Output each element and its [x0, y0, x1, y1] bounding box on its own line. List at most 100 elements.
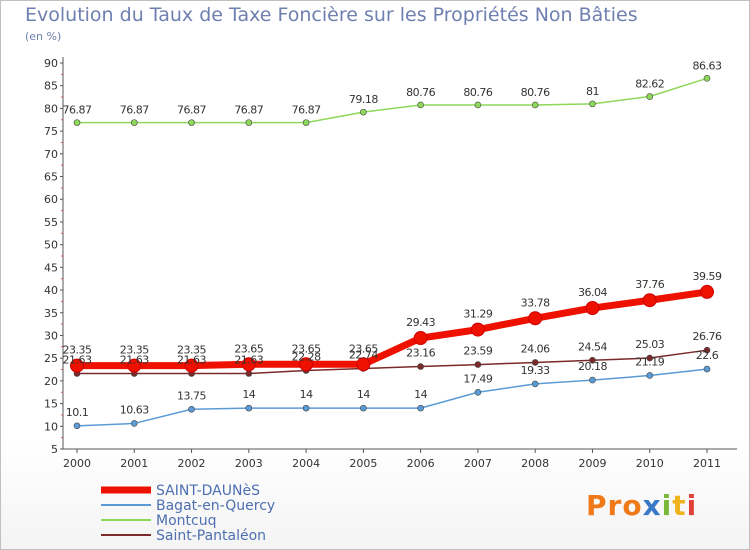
data-label-saint-pantal-on: 22.28: [292, 351, 321, 364]
data-point-montcuq: [531, 101, 539, 109]
data-label-bagat-en-quercy: 14: [300, 388, 313, 401]
data-label-saint-pantal-on: 21.63: [177, 353, 206, 366]
data-point-saint-pantal-on: [531, 359, 539, 366]
data-point-saint-daun-s: [127, 358, 142, 373]
data-point-montcuq: [646, 93, 654, 100]
data-point-saint-pantal-on: [474, 361, 482, 368]
data-label-saint-daun-s: 39.59: [693, 270, 722, 283]
x-tick-label: 2005: [349, 457, 377, 470]
y-tick-label: 30: [44, 329, 58, 342]
data-point-montcuq: [302, 119, 310, 126]
data-point-saint-daun-s: [642, 293, 657, 308]
data-point-montcuq: [73, 119, 81, 126]
data-label-montcuq: 80.76: [463, 86, 492, 99]
data-label-bagat-en-quercy: 20.18: [578, 360, 607, 373]
data-label-saint-pantal-on: 24.06: [521, 342, 550, 355]
data-label-saint-daun-s: 37.76: [635, 278, 664, 291]
data-label-saint-daun-s: 36.04: [578, 286, 607, 299]
data-label-saint-daun-s: 23.35: [63, 344, 92, 357]
series-line-saint-pantal-on: [77, 349, 708, 375]
x-tick-label: 2003: [235, 457, 263, 470]
data-label-saint-daun-s: 23.65: [234, 342, 263, 355]
x-tick-label: 2006: [407, 457, 435, 470]
data-label-montcuq: 76.87: [177, 104, 206, 117]
data-label-saint-daun-s: 23.35: [120, 344, 149, 357]
y-tick-label: 40: [44, 284, 58, 297]
data-point-saint-daun-s: [413, 331, 428, 346]
data-label-saint-daun-s: 23.65: [292, 342, 321, 355]
y-tick-label: 35: [44, 307, 58, 320]
data-label-saint-pantal-on: 22.74: [349, 348, 378, 361]
data-label-montcuq: 80.76: [406, 86, 435, 99]
y-tick-label: 80: [44, 102, 58, 115]
legend-label: Bagat-en-Quercy: [156, 498, 275, 514]
data-label-montcuq: 81: [586, 85, 599, 98]
series-line-montcuq: [77, 77, 708, 124]
data-point-montcuq: [130, 119, 138, 126]
data-label-bagat-en-quercy: 14: [242, 388, 255, 401]
data-label-montcuq: 79.18: [349, 93, 378, 106]
data-label-montcuq: 82.62: [635, 78, 664, 91]
y-tick-label: 75: [44, 125, 58, 138]
chart-title: Evolution du Taux de Taxe Foncière sur l…: [25, 4, 638, 26]
data-label-montcuq: 80.76: [521, 86, 550, 99]
data-point-bagat-en-quercy: [589, 376, 596, 384]
y-tick-label: 65: [44, 171, 58, 184]
x-tick-label: 2004: [292, 457, 320, 470]
y-tick-label: 85: [44, 80, 58, 93]
data-point-saint-daun-s: [528, 311, 543, 326]
data-label-saint-pantal-on: 24.54: [578, 340, 607, 353]
data-point-saint-daun-s: [70, 358, 84, 373]
data-label-bagat-en-quercy: 13.75: [177, 389, 206, 402]
data-point-saint-daun-s: [241, 357, 256, 372]
y-tick-label: 70: [44, 148, 58, 161]
legend-label: SAINT-DAUNèS: [156, 483, 260, 499]
y-tick-label: 50: [44, 239, 58, 252]
data-point-montcuq: [589, 100, 596, 108]
data-label-montcuq: 76.87: [63, 104, 92, 117]
x-tick-label: 2011: [693, 457, 721, 470]
data-label-saint-pantal-on: 21.63: [234, 353, 263, 366]
x-tick-label: 2001: [120, 457, 148, 470]
data-point-saint-daun-s: [700, 284, 714, 299]
data-label-bagat-en-quercy: 17.49: [463, 372, 492, 385]
y-tick-label: 10: [44, 420, 58, 433]
logo-letter: t: [672, 489, 687, 522]
data-point-bagat-en-quercy: [188, 405, 195, 413]
series-line-bagat-en-quercy: [76, 368, 708, 427]
data-point-bagat-en-quercy: [360, 404, 367, 412]
data-point-bagat-en-quercy: [73, 422, 81, 430]
data-label-bagat-en-quercy: 22.6: [696, 349, 719, 362]
data-point-saint-daun-s: [356, 357, 371, 372]
y-tick-label: 5: [51, 443, 58, 456]
data-point-saint-pantal-on: [417, 363, 424, 370]
data-point-saint-daun-s: [470, 322, 485, 337]
data-label-saint-pantal-on: 23.59: [463, 345, 492, 358]
data-point-bagat-en-quercy: [474, 388, 482, 396]
x-tick-label: 2000: [63, 457, 91, 470]
proxiti-logo: Proxiti: [586, 489, 697, 522]
y-tick-label: 45: [44, 261, 58, 274]
data-label-saint-pantal-on: 23.16: [406, 347, 435, 360]
data-label-montcuq: 76.87: [292, 104, 321, 117]
series-line-saint-daun-s: [77, 288, 708, 370]
data-label-saint-pantal-on: 21.63: [120, 353, 149, 366]
data-label-montcuq: 76.87: [234, 104, 263, 117]
data-point-bagat-en-quercy: [245, 404, 253, 412]
logo-letter: P: [586, 489, 608, 522]
data-label-bagat-en-quercy: 14: [414, 388, 427, 401]
data-label-saint-pantal-on: 21.63: [63, 353, 92, 366]
data-label-bagat-en-quercy: 19.33: [521, 364, 550, 377]
logo-letter: i: [686, 489, 698, 522]
data-point-montcuq: [245, 119, 253, 126]
data-label-bagat-en-quercy: 14: [357, 388, 370, 401]
data-label-saint-daun-s: 31.29: [463, 308, 492, 321]
y-tick-label: 90: [44, 57, 58, 70]
logo-letter: o: [622, 489, 643, 522]
data-point-bagat-en-quercy: [703, 365, 711, 373]
y-tick-label: 25: [44, 352, 58, 365]
data-label-saint-daun-s: 23.35: [177, 344, 206, 357]
data-point-saint-daun-s: [585, 301, 600, 316]
